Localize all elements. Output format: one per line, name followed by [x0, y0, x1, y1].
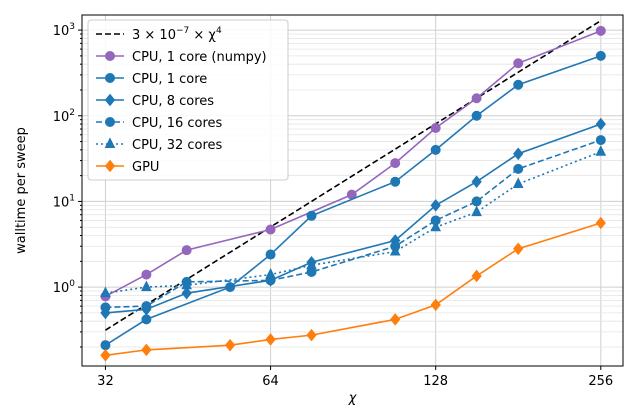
- legend-box: [87, 19, 289, 181]
- data-point: [224, 338, 236, 352]
- legend: 3 × 10−7 × χ4 CPU, 1 core (numpy) CPU, 1 c…: [87, 19, 289, 181]
- data-point: [141, 280, 152, 292]
- legend-marker: [105, 117, 115, 127]
- series-line: [105, 123, 602, 314]
- data-point: [513, 163, 524, 174]
- data-point: [595, 25, 606, 36]
- data-point: [306, 258, 317, 270]
- data-point: [141, 314, 152, 325]
- data-point: [595, 50, 606, 61]
- grid: [82, 15, 623, 366]
- data-point: [306, 210, 317, 221]
- reference-line-group: [105, 19, 602, 331]
- series-line: [105, 55, 602, 346]
- reference-line: [105, 19, 602, 331]
- legend-item: CPU, 32 cores: [96, 137, 223, 153]
- data-point: [430, 298, 441, 312]
- data-point: [390, 313, 401, 326]
- data-point: [265, 249, 276, 260]
- legend-marker: [104, 159, 116, 173]
- legend-item: CPU, 1 core: [96, 72, 207, 87]
- data-point: [100, 286, 111, 298]
- data-point: [513, 79, 524, 90]
- data-point: [265, 267, 276, 279]
- y-tick-label: 103: [53, 22, 75, 39]
- data-point: [595, 135, 606, 146]
- data-point: [141, 301, 152, 312]
- legend-label: CPU, 1 core (numpy): [132, 50, 267, 65]
- x-tick-label: 256: [588, 374, 613, 389]
- series-4: [100, 145, 607, 298]
- data-point: [430, 144, 441, 155]
- series-line: [105, 151, 602, 294]
- data-point: [513, 242, 524, 256]
- data-point: [390, 176, 401, 187]
- data-point: [471, 196, 482, 207]
- data-point: [595, 117, 606, 131]
- series-line: [105, 222, 602, 357]
- x-tick-label: 32: [97, 374, 114, 389]
- legend-marker: [104, 137, 116, 148]
- data-point: [430, 122, 441, 133]
- legend-item: GPU: [96, 159, 159, 175]
- data-point: [430, 220, 441, 232]
- data-point: [471, 93, 482, 104]
- data-point: [100, 302, 111, 313]
- series-0: [100, 25, 606, 302]
- data-point: [389, 244, 401, 256]
- x-axis-label: χ: [348, 391, 358, 406]
- x-tick-label: 64: [262, 374, 279, 389]
- data-point: [430, 199, 441, 212]
- data-point: [471, 269, 482, 283]
- data-point: [390, 158, 401, 169]
- series-1: [100, 50, 606, 351]
- legend-item: CPU, 8 cores: [96, 93, 214, 109]
- legend-label: GPU: [132, 160, 159, 175]
- data-point: [181, 286, 192, 300]
- legend-marker: [105, 73, 115, 83]
- data-point: [265, 224, 276, 235]
- data-point: [471, 205, 482, 217]
- legend-label: CPU, 32 cores: [132, 138, 223, 153]
- y-tick-label: 102: [53, 108, 75, 125]
- data-point: [100, 340, 111, 351]
- data-point: [181, 278, 192, 290]
- data-point: [100, 349, 111, 362]
- x-tick-label: 128: [423, 374, 448, 389]
- data-point: [512, 177, 524, 188]
- legend-label: CPU, 8 cores: [132, 94, 214, 109]
- legend-label: 3 × 10−7 × χ4: [132, 26, 222, 43]
- data-point: [513, 147, 524, 161]
- data-point: [265, 333, 276, 346]
- data-point: [181, 245, 192, 256]
- data-point: [141, 269, 152, 280]
- legend-item: CPU, 16 cores: [96, 116, 223, 131]
- legend-label: CPU, 16 cores: [132, 116, 223, 131]
- legend-label: CPU, 1 core: [132, 72, 207, 87]
- legend-marker: [105, 51, 115, 61]
- y-tick-label: 101: [53, 193, 75, 210]
- data-point: [141, 343, 152, 357]
- axis-ticks: 32 64 128 256 100 101 102 103: [53, 22, 613, 389]
- data-point: [471, 110, 482, 121]
- legend-item: 3 × 10−7 × χ4: [96, 26, 222, 43]
- data-point: [595, 145, 607, 156]
- plot-frame: [81, 14, 624, 367]
- series-group: [100, 25, 607, 362]
- data-point: [513, 58, 524, 69]
- y-tick-label: 100: [53, 279, 76, 296]
- legend-marker: [104, 93, 116, 107]
- y-axis-label: walltime per sweep: [14, 127, 29, 254]
- legend-item: CPU, 1 core (numpy): [96, 50, 267, 65]
- data-point: [306, 328, 317, 342]
- data-point: [471, 175, 482, 188]
- series-line: [105, 30, 602, 298]
- data-point: [595, 216, 606, 230]
- series-5: [100, 216, 606, 362]
